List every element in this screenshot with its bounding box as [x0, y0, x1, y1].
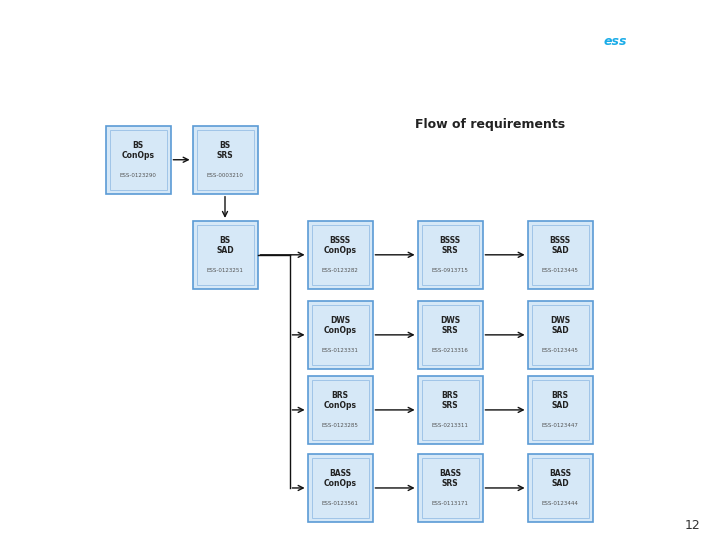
Text: SAD: SAD — [216, 246, 234, 255]
Bar — [312, 305, 369, 365]
Text: ESS-0123561: ESS-0123561 — [322, 502, 359, 507]
Bar — [312, 458, 369, 518]
Bar — [192, 221, 258, 289]
Text: BSSS: BSSS — [330, 237, 351, 245]
Text: ESS-0213311: ESS-0213311 — [431, 423, 469, 428]
Text: 12: 12 — [684, 519, 700, 532]
Text: BRS: BRS — [331, 392, 348, 400]
Text: ConOps: ConOps — [122, 151, 155, 160]
Bar — [531, 305, 588, 365]
Bar — [109, 130, 166, 190]
Circle shape — [457, 23, 720, 60]
Bar — [528, 221, 593, 289]
Text: Bunker System Requirements: Bunker System Requirements — [16, 18, 412, 43]
Bar — [531, 458, 588, 518]
Text: ESS-0913715: ESS-0913715 — [431, 268, 469, 273]
Text: ConOps: ConOps — [323, 246, 356, 255]
Bar — [418, 454, 482, 522]
Text: ESS-0123444: ESS-0123444 — [541, 502, 578, 507]
Text: BASS: BASS — [549, 469, 571, 478]
Bar — [531, 380, 588, 440]
Text: ESS-0003210: ESS-0003210 — [207, 173, 243, 178]
Bar — [197, 225, 253, 285]
Bar — [307, 454, 372, 522]
Bar — [312, 225, 369, 285]
Text: SRS: SRS — [441, 246, 459, 255]
Text: BSSS: BSSS — [549, 237, 570, 245]
Text: ESS-0123445: ESS-0123445 — [541, 348, 578, 353]
Text: BASS: BASS — [329, 469, 351, 478]
Text: ESS-0213316: ESS-0213316 — [431, 348, 469, 353]
Text: DWS: DWS — [550, 316, 570, 326]
Bar — [528, 454, 593, 522]
Bar — [192, 126, 258, 194]
Bar — [531, 225, 588, 285]
Text: BRS: BRS — [441, 392, 459, 400]
Text: ESS-0123251: ESS-0123251 — [207, 268, 243, 273]
Bar — [528, 301, 593, 369]
Text: ConOps: ConOps — [323, 401, 356, 410]
Bar — [421, 305, 479, 365]
Text: ESS-0123443 - System Architecture Description (SAD): ESS-0123443 - System Architecture Descri… — [16, 62, 355, 75]
Bar — [307, 376, 372, 444]
Bar — [421, 225, 479, 285]
Text: DWS: DWS — [440, 316, 460, 326]
Text: SAD: SAD — [552, 246, 569, 255]
Text: SAD: SAD — [552, 326, 569, 335]
Bar — [307, 221, 372, 289]
Text: SAD: SAD — [552, 480, 569, 489]
Bar — [418, 301, 482, 369]
Text: BSSS: BSSS — [439, 237, 461, 245]
Text: ESS-0123447: ESS-0123447 — [541, 423, 578, 428]
Text: ESS-0113171: ESS-0113171 — [431, 502, 469, 507]
Text: SAD: SAD — [552, 401, 569, 410]
Text: ess: ess — [604, 35, 627, 49]
Bar — [528, 376, 593, 444]
Bar — [197, 130, 253, 190]
Text: ESS-0123285: ESS-0123285 — [322, 423, 359, 428]
Text: ESS-0123331: ESS-0123331 — [322, 348, 359, 353]
Bar — [106, 126, 171, 194]
Text: BS: BS — [220, 237, 230, 245]
Text: BS: BS — [220, 141, 230, 150]
Text: SRS: SRS — [441, 326, 459, 335]
Text: ESS-0123445: ESS-0123445 — [541, 268, 578, 273]
Text: SPALLATION: SPALLATION — [650, 38, 693, 43]
Bar — [421, 380, 479, 440]
Text: SRS: SRS — [441, 401, 459, 410]
Text: SOURCE: SOURCE — [650, 55, 679, 60]
Text: DWS: DWS — [330, 316, 350, 326]
Text: EUROPEAN: EUROPEAN — [650, 20, 689, 25]
Text: ESS-0123282: ESS-0123282 — [322, 268, 359, 273]
Text: SRS: SRS — [441, 480, 459, 489]
Text: ESS-0123290: ESS-0123290 — [120, 173, 156, 178]
Text: Flow of requirements: Flow of requirements — [415, 118, 565, 131]
Text: ConOps: ConOps — [323, 480, 356, 489]
Text: SRS: SRS — [217, 151, 233, 160]
Bar — [312, 380, 369, 440]
Text: ConOps: ConOps — [323, 326, 356, 335]
Bar — [307, 301, 372, 369]
Bar — [421, 458, 479, 518]
Text: BRS: BRS — [552, 392, 569, 400]
Text: BASS: BASS — [439, 469, 461, 478]
Text: BS: BS — [132, 141, 143, 150]
Bar — [418, 376, 482, 444]
Bar — [418, 221, 482, 289]
